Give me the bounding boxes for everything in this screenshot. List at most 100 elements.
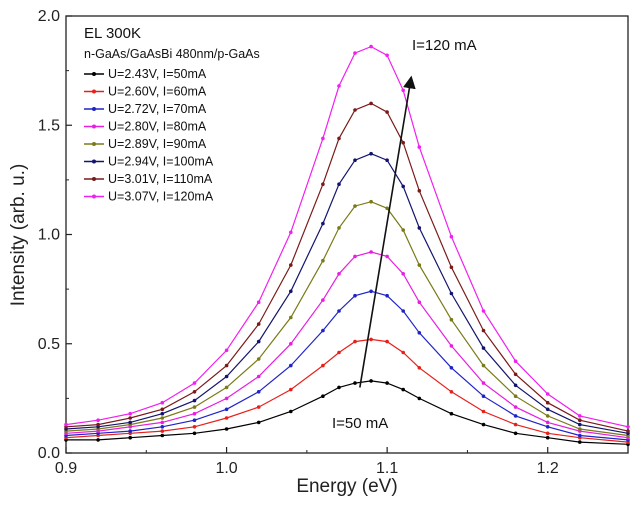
data-point bbox=[545, 400, 550, 405]
data-point bbox=[256, 339, 261, 344]
data-point bbox=[224, 396, 229, 401]
data-point bbox=[513, 372, 518, 377]
data-point bbox=[369, 379, 373, 383]
legend-swatch-marker bbox=[92, 107, 96, 111]
data-point bbox=[481, 309, 486, 313]
data-point bbox=[96, 422, 100, 427]
y-tick-label: 2.0 bbox=[38, 8, 60, 25]
data-point bbox=[224, 363, 229, 368]
legend-swatch-marker bbox=[92, 194, 96, 199]
data-point bbox=[289, 289, 293, 294]
legend: EL 300K n-GaAs/GaAsBi 480nm/p-GaAs U=2.4… bbox=[84, 25, 260, 204]
y-tick-label: 1.5 bbox=[38, 117, 60, 134]
data-point bbox=[545, 407, 550, 412]
legend-swatch-marker bbox=[92, 142, 96, 146]
data-point bbox=[513, 405, 518, 409]
data-point bbox=[337, 182, 341, 186]
data-point bbox=[481, 381, 486, 385]
data-point bbox=[160, 425, 165, 429]
data-point bbox=[481, 409, 486, 414]
data-point bbox=[449, 390, 454, 394]
data-point bbox=[353, 158, 357, 162]
data-point bbox=[417, 189, 422, 193]
data-point bbox=[321, 136, 325, 141]
legend-entry: U=2.72V, I=70mA bbox=[84, 102, 207, 116]
legend-entry: U=2.43V, I=50mA bbox=[84, 67, 207, 81]
y-tick-label: 1.0 bbox=[38, 227, 60, 244]
series-3 bbox=[64, 289, 630, 442]
legend-label: U=3.01V, I=110mA bbox=[108, 172, 213, 186]
data-point bbox=[417, 226, 422, 230]
legend-label: U=2.72V, I=70mA bbox=[108, 102, 207, 116]
data-point bbox=[289, 263, 293, 267]
data-point bbox=[578, 422, 582, 427]
data-point bbox=[128, 416, 132, 420]
data-point bbox=[401, 272, 406, 276]
data-point bbox=[192, 418, 197, 423]
data-point bbox=[192, 425, 197, 429]
legend-label: U=2.60V, I=60mA bbox=[108, 85, 207, 99]
series-1 bbox=[64, 379, 630, 447]
data-point bbox=[256, 390, 261, 394]
series-layer bbox=[64, 44, 630, 447]
data-point bbox=[160, 429, 165, 433]
data-point bbox=[224, 385, 229, 390]
data-point bbox=[385, 381, 389, 385]
legend-entries: U=2.43V, I=50mA U=2.60V, I=60mA U=2.72V, I… bbox=[84, 67, 214, 204]
x-axis-label: Energy (eV) bbox=[296, 476, 397, 497]
data-point bbox=[353, 254, 357, 259]
data-point bbox=[401, 309, 406, 313]
data-point bbox=[369, 289, 373, 294]
data-point bbox=[128, 411, 132, 416]
data-point bbox=[160, 411, 165, 416]
data-point bbox=[256, 420, 261, 425]
data-point bbox=[337, 309, 341, 313]
data-point bbox=[385, 53, 389, 58]
legend-swatch-marker bbox=[92, 89, 96, 94]
axes-layer: 0.9 1.0 1.1 1.2 0.0 0.5 1.0 1.5 2.0 bbox=[38, 8, 559, 477]
data-point bbox=[337, 350, 341, 355]
data-point bbox=[353, 51, 357, 55]
data-point bbox=[401, 140, 406, 145]
data-point bbox=[417, 396, 422, 401]
legend-entry: U=2.94V, I=100mA bbox=[84, 155, 214, 169]
data-point bbox=[385, 110, 389, 114]
data-point bbox=[513, 431, 518, 436]
data-point bbox=[353, 293, 357, 298]
data-point bbox=[417, 331, 422, 335]
data-point bbox=[513, 383, 518, 388]
x-tick-label: 0.9 bbox=[55, 460, 77, 477]
data-point bbox=[353, 108, 357, 112]
data-point bbox=[369, 337, 373, 342]
y-axis-label: Intensity (arb. u.) bbox=[8, 164, 29, 307]
data-point bbox=[289, 409, 293, 414]
data-point bbox=[256, 300, 261, 305]
data-point bbox=[369, 101, 373, 106]
legend-entry: U=3.07V, I=120mA bbox=[84, 190, 214, 204]
x-tick-label: 1.1 bbox=[376, 460, 398, 477]
data-point bbox=[224, 374, 229, 379]
data-point bbox=[513, 422, 518, 427]
series-7 bbox=[64, 101, 630, 433]
data-point bbox=[289, 315, 293, 320]
data-point bbox=[224, 407, 229, 412]
data-point bbox=[401, 88, 406, 93]
data-point bbox=[385, 293, 389, 298]
legend-entry: U=2.60V, I=60mA bbox=[84, 85, 207, 99]
legend-label: U=2.94V, I=100mA bbox=[108, 155, 214, 169]
legend-swatch-marker bbox=[92, 159, 96, 164]
legend-label: U=2.43V, I=50mA bbox=[108, 67, 207, 81]
data-point bbox=[160, 420, 165, 425]
legend-entry: U=2.89V, I=90mA bbox=[84, 137, 207, 151]
series-5 bbox=[64, 199, 630, 438]
data-point bbox=[513, 359, 518, 364]
annotation-bottom-label: I=50 mA bbox=[332, 415, 388, 432]
data-point bbox=[321, 328, 325, 333]
data-point bbox=[578, 427, 582, 431]
data-point bbox=[96, 438, 100, 442]
data-point bbox=[128, 420, 132, 425]
legend-swatch-marker bbox=[92, 124, 96, 129]
data-point bbox=[401, 184, 406, 189]
data-point bbox=[626, 429, 630, 433]
data-point bbox=[192, 381, 197, 385]
